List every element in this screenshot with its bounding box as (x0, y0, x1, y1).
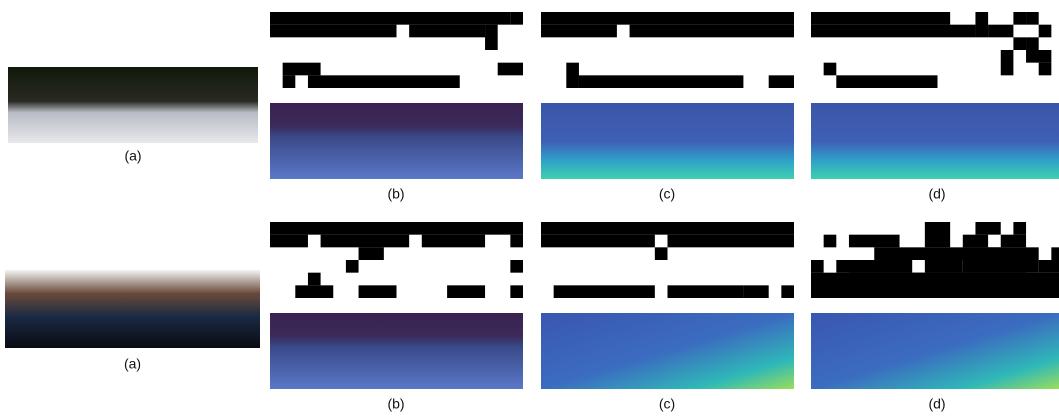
mask-block (485, 25, 498, 50)
mask-block (836, 260, 912, 273)
mask-block (1039, 25, 1052, 38)
lidar-image (270, 103, 523, 179)
mask-block (769, 75, 794, 88)
mask (541, 222, 794, 298)
mask-block (1001, 235, 1026, 248)
caption: (d) (928, 186, 945, 202)
mask (811, 12, 1059, 88)
mask-block (925, 222, 950, 247)
mask-block (849, 273, 1026, 298)
mask-block (1026, 12, 1039, 25)
mask-block (270, 222, 523, 235)
mask-block (541, 222, 794, 235)
depth-map (811, 313, 1059, 389)
mask-block (566, 63, 579, 88)
mask-block (270, 235, 308, 248)
mask-block (630, 25, 794, 38)
mask-block (963, 235, 988, 248)
mask-block (811, 260, 824, 273)
mask-block (308, 273, 321, 286)
mask (270, 222, 523, 298)
caption: (c) (659, 186, 675, 202)
mask-block (541, 12, 794, 25)
input-image (5, 270, 260, 348)
caption: (b) (387, 186, 404, 202)
mask-block (554, 285, 655, 298)
mask-block (541, 235, 655, 248)
mask-block (1001, 50, 1014, 75)
figure-row: (a) (b) (c) (d) (8, 12, 1059, 202)
mask-block (510, 235, 523, 248)
mask-block (409, 25, 485, 38)
caption: (a) (124, 356, 141, 372)
mask-block (925, 260, 963, 273)
mask-block (346, 260, 359, 273)
caption: (d) (928, 396, 945, 412)
mask (270, 12, 523, 88)
caption: (b) (387, 396, 404, 412)
mask-block (1013, 37, 1026, 50)
depth-map (541, 103, 794, 179)
mask-block (308, 75, 460, 88)
mask-block (1026, 37, 1039, 50)
caption: (c) (659, 396, 675, 412)
mask-block (359, 285, 397, 298)
mask-block (988, 25, 1013, 38)
mask (541, 12, 794, 88)
mask-block (743, 285, 768, 298)
mask (811, 222, 1059, 298)
mask-block (1051, 247, 1059, 260)
figure: (a) (b) (c) (d) (a) (b) (c) (d) (0, 0, 1059, 419)
mask-block (510, 12, 523, 25)
mask-block (824, 63, 837, 76)
mask-block (510, 260, 523, 273)
mask-block (975, 222, 1000, 235)
mask-block (1039, 260, 1059, 273)
mask-block (359, 247, 384, 260)
mask-block (655, 247, 668, 260)
page: (a)(b)(c)(d)(a)(b)(c)(d) (() => { const … (0, 0, 1059, 419)
mask-block (1039, 63, 1052, 76)
mask-block (321, 235, 410, 248)
mask-block (836, 75, 937, 88)
depth-map (811, 103, 1059, 179)
mask-block (963, 247, 1039, 272)
mask-block (498, 63, 523, 76)
mask-block (447, 285, 485, 298)
mask-block (510, 285, 523, 298)
input-image (8, 67, 258, 143)
depth-map (541, 313, 794, 389)
mask-block (668, 285, 744, 298)
mask-block (975, 12, 988, 37)
mask-block (849, 235, 900, 248)
mask-block (541, 25, 617, 38)
mask-block (270, 25, 397, 38)
mask-block (295, 285, 333, 298)
mask-block (811, 12, 938, 25)
mask-block (668, 235, 795, 248)
mask-block (270, 12, 510, 25)
mask-block (1026, 50, 1051, 63)
mask-block (422, 235, 485, 248)
mask-block (579, 75, 743, 88)
caption: (a) (124, 148, 141, 164)
lidar-image (270, 313, 523, 389)
mask-block (283, 63, 321, 76)
mask-block (1013, 12, 1026, 25)
mask-block (811, 25, 975, 38)
mask-block (938, 12, 951, 25)
mask-block (1013, 222, 1026, 235)
mask-block (781, 285, 794, 298)
mask-block (283, 75, 296, 88)
mask-block (824, 235, 837, 248)
figure-row: (a) (b) (c) (d) (5, 222, 1059, 412)
